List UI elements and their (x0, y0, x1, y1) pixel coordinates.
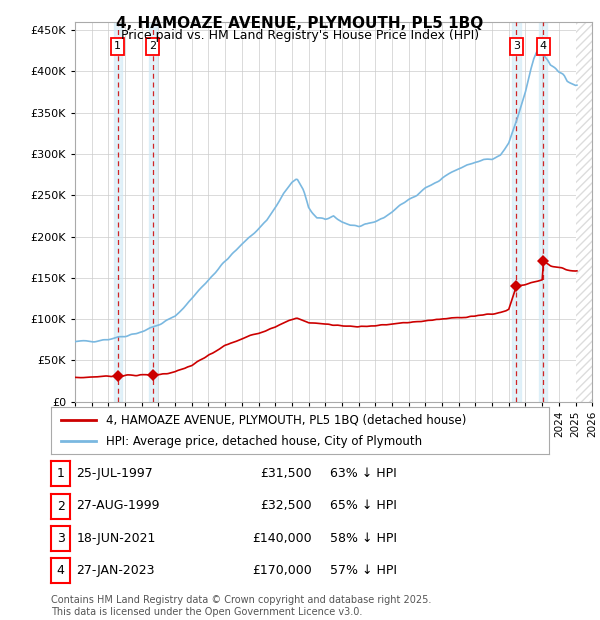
Text: 1: 1 (56, 467, 65, 481)
Text: Price paid vs. HM Land Registry's House Price Index (HPI): Price paid vs. HM Land Registry's House … (121, 29, 479, 42)
Text: 25-JUL-1997: 25-JUL-1997 (76, 467, 153, 480)
Text: 2: 2 (149, 42, 157, 51)
Text: 65% ↓ HPI: 65% ↓ HPI (330, 499, 397, 512)
Text: Contains HM Land Registry data © Crown copyright and database right 2025.
This d: Contains HM Land Registry data © Crown c… (51, 595, 431, 617)
Text: HPI: Average price, detached house, City of Plymouth: HPI: Average price, detached house, City… (106, 435, 422, 448)
Text: 27-AUG-1999: 27-AUG-1999 (76, 499, 160, 512)
Text: 3: 3 (513, 42, 520, 51)
Bar (539, 22, 547, 402)
Text: £170,000: £170,000 (252, 564, 312, 577)
Bar (512, 22, 521, 402)
Text: £140,000: £140,000 (253, 531, 312, 544)
Bar (575, 22, 600, 402)
Text: 4, HAMOAZE AVENUE, PLYMOUTH, PL5 1BQ: 4, HAMOAZE AVENUE, PLYMOUTH, PL5 1BQ (116, 16, 484, 31)
Bar (575, 22, 600, 402)
Text: 27-JAN-2023: 27-JAN-2023 (76, 564, 155, 577)
Text: 3: 3 (56, 532, 65, 545)
Text: 4: 4 (56, 564, 65, 577)
Text: 2: 2 (56, 500, 65, 513)
Bar (113, 22, 122, 402)
Text: 58% ↓ HPI: 58% ↓ HPI (330, 531, 397, 544)
Bar (149, 22, 157, 402)
Text: 1: 1 (114, 42, 121, 51)
Text: 18-JUN-2021: 18-JUN-2021 (76, 531, 155, 544)
Text: 57% ↓ HPI: 57% ↓ HPI (330, 564, 397, 577)
Text: 4, HAMOAZE AVENUE, PLYMOUTH, PL5 1BQ (detached house): 4, HAMOAZE AVENUE, PLYMOUTH, PL5 1BQ (de… (106, 414, 466, 427)
Text: £32,500: £32,500 (260, 499, 312, 512)
Text: £31,500: £31,500 (260, 467, 312, 480)
Text: 4: 4 (540, 42, 547, 51)
Text: 63% ↓ HPI: 63% ↓ HPI (330, 467, 397, 480)
